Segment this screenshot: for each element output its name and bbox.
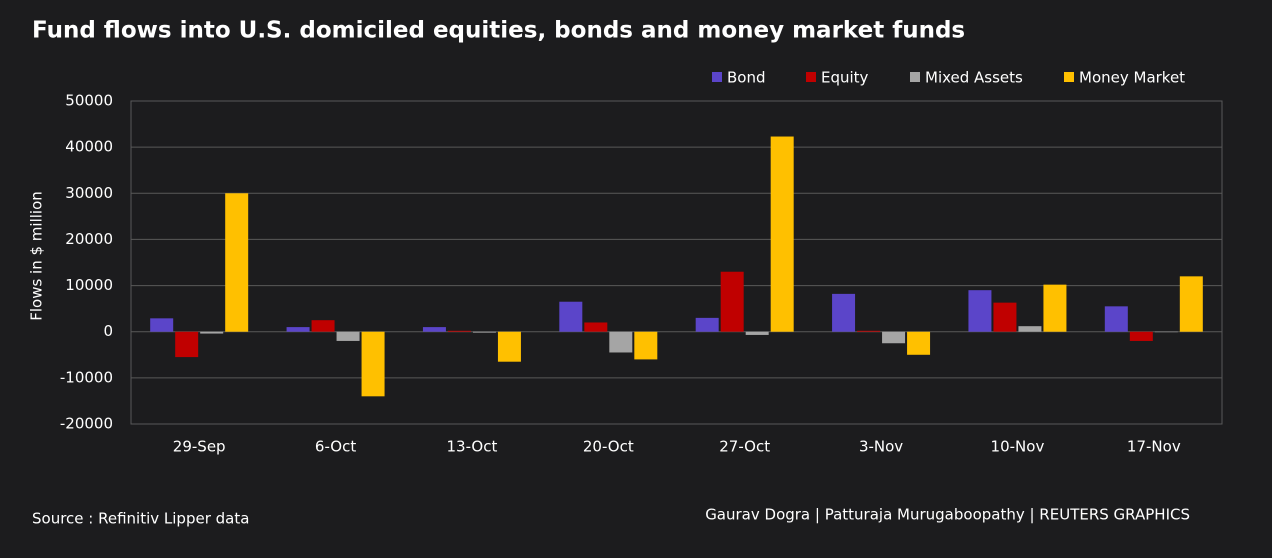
bar: [361, 331, 385, 397]
bar: [559, 301, 583, 332]
bar: [336, 331, 360, 341]
x-tick-label: 17-Nov: [1127, 438, 1181, 456]
bar: [695, 317, 719, 332]
x-tick-label: 29-Sep: [173, 438, 226, 456]
bar: [1129, 331, 1153, 341]
x-tick-label: 20-Oct: [583, 438, 634, 456]
bar: [200, 331, 224, 334]
x-tick-label: 10-Nov: [991, 438, 1045, 456]
bar: [770, 136, 794, 332]
legend-label: Equity: [821, 69, 869, 87]
bar: [1104, 306, 1128, 332]
y-tick-label: 10000: [65, 276, 113, 294]
credit: Gaurav Dogra | Patturaja Murugaboopathy …: [705, 506, 1190, 524]
legend-swatch: [1064, 72, 1074, 82]
bar: [497, 331, 521, 362]
legend-label: Mixed Assets: [925, 69, 1023, 87]
bar: [225, 193, 249, 332]
bar: [634, 331, 658, 360]
bar: [968, 290, 992, 332]
source: Source : Refinitiv Lipper data: [32, 510, 249, 528]
bar: [1043, 284, 1067, 332]
legend-label: Money Market: [1079, 69, 1185, 87]
bar: [150, 318, 174, 332]
bar: [584, 322, 608, 332]
legend-label: Bond: [727, 69, 766, 87]
y-tick-label: 0: [103, 322, 113, 340]
bar: [857, 330, 881, 332]
y-tick-label: 50000: [65, 92, 113, 110]
x-tick-label: 3-Nov: [859, 438, 903, 456]
y-tick-label: 20000: [65, 230, 113, 248]
bar: [1018, 326, 1042, 332]
y-tick-label: -20000: [60, 415, 113, 433]
x-tick-label: 13-Oct: [447, 438, 498, 456]
x-tick-label: 27-Oct: [719, 438, 770, 456]
y-tick-label: 40000: [65, 138, 113, 156]
y-tick-label: -10000: [60, 368, 113, 386]
bar: [882, 331, 906, 344]
bar: [472, 331, 496, 333]
bar: [832, 293, 856, 332]
bar: [286, 327, 310, 332]
legend-swatch: [712, 72, 722, 82]
x-tick-label: 6-Oct: [315, 438, 356, 456]
legend-swatch: [806, 72, 816, 82]
bar: [907, 331, 931, 355]
bar: [422, 327, 446, 332]
bar: [720, 271, 744, 332]
bar: [745, 331, 769, 335]
bar: [311, 320, 335, 332]
bar: [993, 302, 1017, 332]
bar: [1179, 276, 1203, 332]
y-axis-label: Flows in $ million: [28, 191, 46, 321]
bar: [447, 330, 471, 332]
bar: [175, 331, 199, 358]
legend-swatch: [910, 72, 920, 82]
chart-title: Fund flows into U.S. domiciled equities,…: [32, 18, 965, 44]
bar: [609, 331, 633, 353]
y-tick-label: 30000: [65, 184, 113, 202]
